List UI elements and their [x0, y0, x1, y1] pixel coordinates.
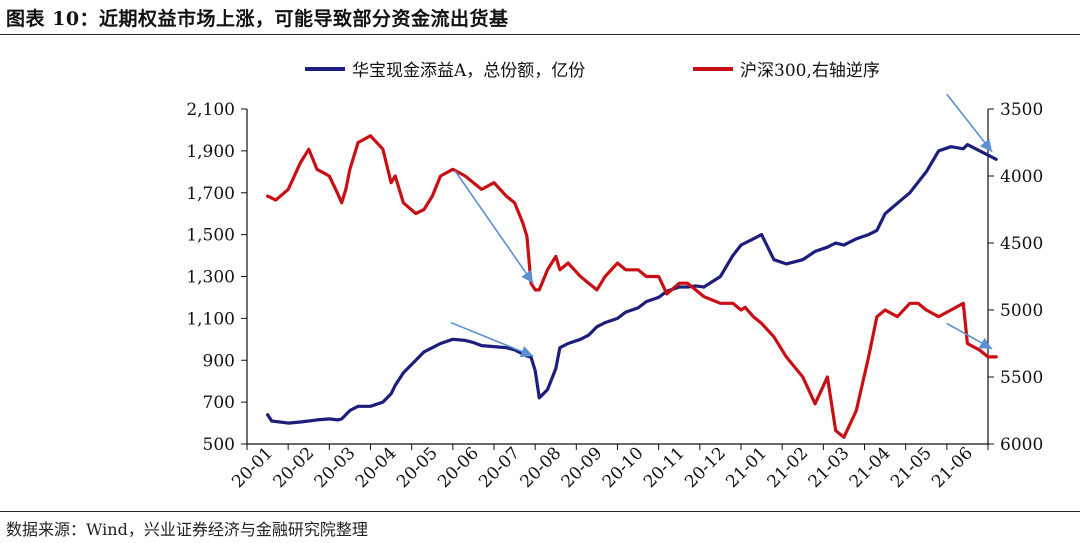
x-axis-ticks: 20-0120-0220-0320-0420-0520-0620-0720-08…: [228, 443, 989, 492]
top-rule: [0, 34, 1080, 35]
legend-label-series-1: 华宝现金添益A，总份额，亿份: [352, 61, 585, 81]
trend-arrow-line: [946, 93, 993, 153]
series-lines: [266, 134, 998, 439]
x-tick-label: 20-07: [475, 443, 524, 492]
right-axis-ticks: 3500 4000 4500 5000 5500 6000: [988, 100, 1043, 455]
right-tick-label: 5500: [1000, 368, 1043, 388]
left-tick-label: 500: [203, 435, 235, 455]
left-tick-label: 1,100: [186, 309, 235, 329]
x-tick-label: 20-08: [516, 443, 565, 492]
source-note: 数据来源：Wind，兴业证券经济与金融研究院整理: [6, 520, 368, 539]
left-tick-label: 700: [203, 393, 235, 413]
x-tick-label: 20-12: [681, 443, 730, 492]
series-line-1: [266, 143, 998, 425]
right-tick-label: 4000: [1000, 167, 1043, 187]
x-tick-label: 20-04: [352, 443, 401, 492]
right-tick-label: 6000: [1000, 435, 1043, 455]
trend-arrow-head: [978, 337, 993, 349]
left-tick-label: 1,300: [186, 268, 235, 288]
right-tick-label: 3500: [1000, 100, 1043, 120]
x-tick-label: 21-02: [763, 443, 812, 492]
x-tick-label: 21-05: [887, 443, 936, 492]
x-tick-label: 21-06: [928, 443, 977, 492]
x-tick-label: 20-09: [558, 443, 607, 492]
left-tick-label: 1,900: [186, 142, 235, 162]
x-tick-label: 21-04: [846, 443, 895, 492]
bottom-rule: [0, 511, 1080, 512]
left-tick-label: 1,500: [186, 226, 235, 246]
x-tick-label: 20-11: [640, 443, 689, 492]
trend-arrow-head: [521, 269, 534, 284]
chart-title: 图表 10：近期权益市场上涨，可能导致部分资金流出货基: [6, 8, 509, 30]
legend-label-series-2: 沪深300,右轴逆序: [740, 61, 880, 81]
trend-arrow-head: [519, 345, 534, 358]
left-tick-label: 900: [203, 351, 235, 371]
line-chart: 华宝现金添益A，总份额，亿份 沪深300,右轴逆序 2,100 1,900 1,70…: [186, 61, 1043, 492]
x-tick-label: 21-01: [722, 443, 771, 492]
left-tick-label: 1,700: [186, 184, 235, 204]
right-tick-label: 5000: [1000, 301, 1043, 321]
x-tick-label: 20-01: [228, 443, 277, 492]
x-tick-label: 20-06: [434, 443, 483, 492]
trend-arrow-head: [979, 138, 993, 152]
left-tick-label: 2,100: [186, 100, 235, 120]
series-line-2: [266, 134, 998, 439]
x-tick-label: 20-05: [393, 443, 442, 492]
trend-arrow-line: [454, 170, 534, 284]
x-tick-label: 20-02: [269, 443, 318, 492]
legend: 华宝现金添益A，总份额，亿份 沪深300,右轴逆序: [305, 61, 880, 81]
trend-arrow-line: [450, 321, 534, 357]
x-tick-label: 20-03: [311, 443, 360, 492]
plot-frame: [246, 109, 989, 445]
right-tick-label: 4500: [1000, 234, 1043, 254]
left-axis-ticks: 2,100 1,900 1,700 1,500 1,300 1,100 900 700 500: [186, 100, 247, 455]
x-tick-label: 20-10: [599, 443, 648, 492]
trend-arrows: [450, 93, 993, 358]
x-tick-label: 21-03: [805, 443, 854, 492]
